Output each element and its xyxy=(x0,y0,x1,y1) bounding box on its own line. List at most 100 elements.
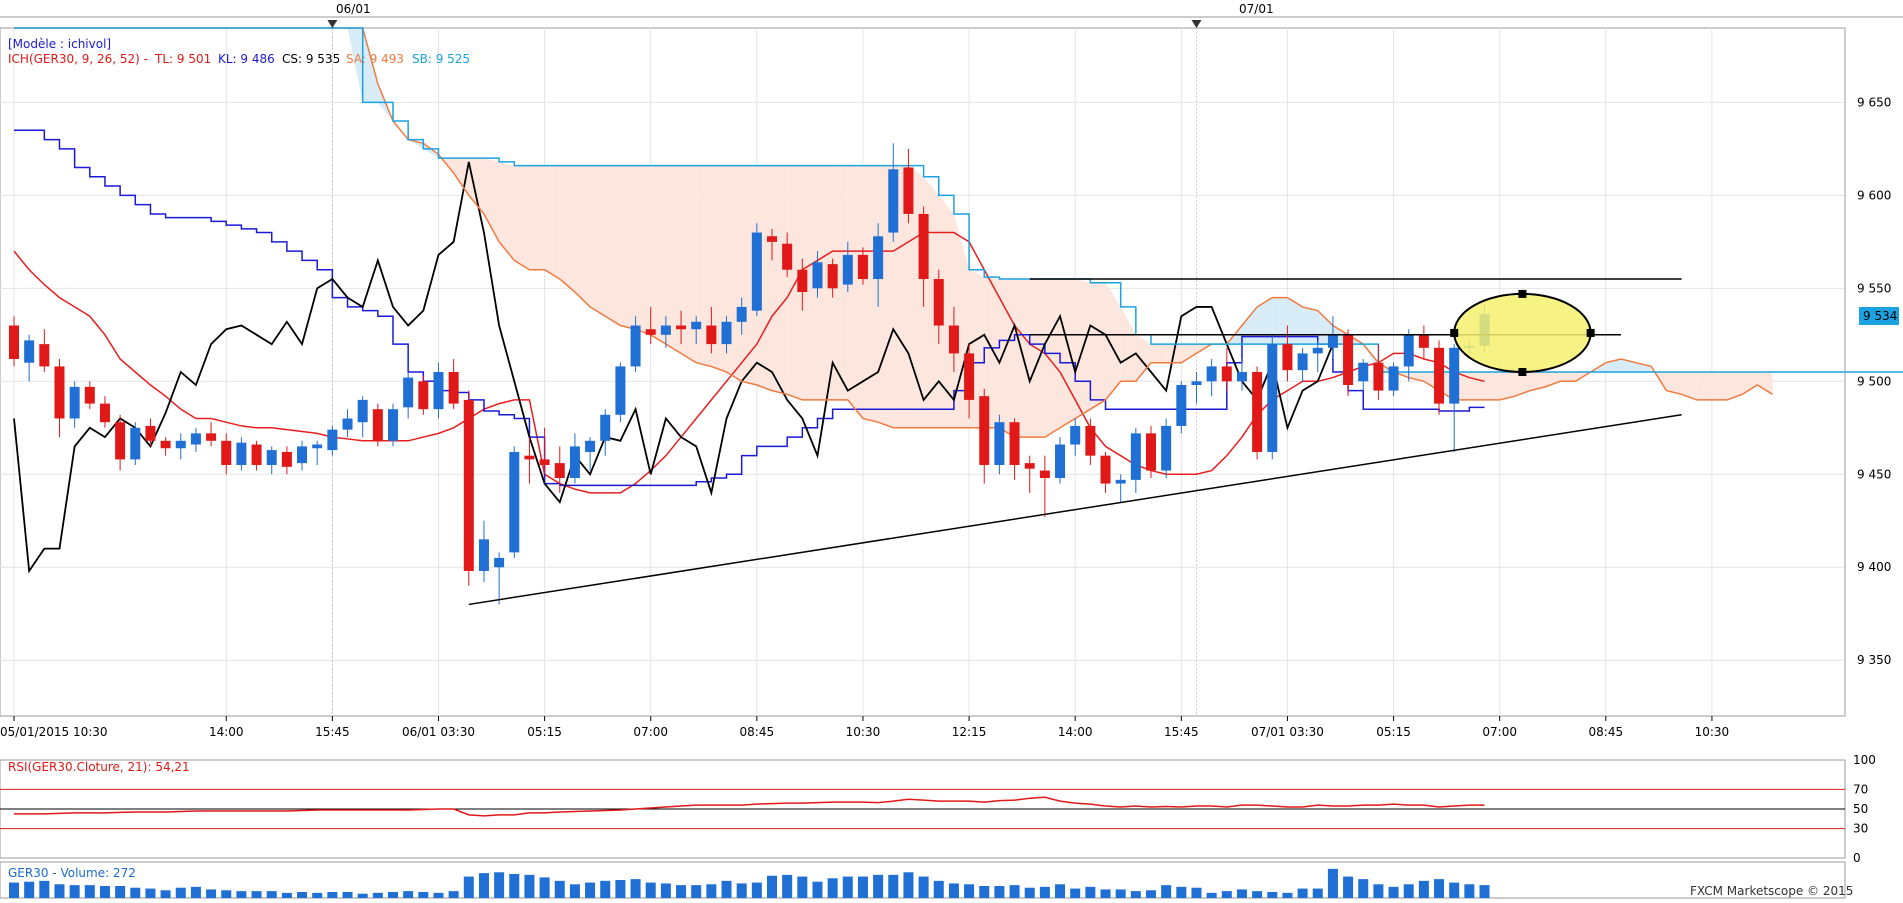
volume-bar xyxy=(190,886,201,898)
x-tick-label: 05/01/2015 10:30 xyxy=(0,725,108,739)
volume-bar xyxy=(615,880,626,898)
candle-bull xyxy=(130,422,141,465)
candle-bear xyxy=(918,206,929,307)
candle-body xyxy=(1100,455,1111,484)
cloud-segment xyxy=(1151,344,1167,363)
candle-body xyxy=(706,325,717,345)
candle-body xyxy=(1176,385,1187,426)
candle-body xyxy=(1403,334,1414,367)
candle-bear xyxy=(1221,347,1232,391)
candle-bear xyxy=(115,414,126,471)
cloud-segment xyxy=(499,161,515,261)
candle-bear xyxy=(9,316,19,367)
volume-bar xyxy=(676,885,687,898)
candle-body xyxy=(554,463,565,478)
x-tick-label: 10:30 xyxy=(846,725,881,739)
cloud-segment xyxy=(559,165,575,293)
cloud-segment xyxy=(1302,306,1318,345)
volume-bar xyxy=(888,874,899,898)
candle-bull xyxy=(342,409,353,438)
candle-body xyxy=(1418,334,1429,348)
candle-bull xyxy=(357,396,368,438)
candle-body xyxy=(24,340,35,363)
date-marker-triangle xyxy=(1191,20,1202,28)
volume-bar xyxy=(539,877,550,898)
candle-bull xyxy=(433,362,444,419)
candle-body xyxy=(539,459,550,465)
candle-bull xyxy=(888,143,899,242)
tenkan-line xyxy=(13,231,1485,494)
volume-bar xyxy=(1130,891,1141,898)
candle-bull xyxy=(1236,358,1247,391)
candle-bear xyxy=(964,344,975,419)
x-tick-label: 14:00 xyxy=(209,725,244,739)
candle-bear xyxy=(676,310,687,345)
cloud-segment xyxy=(620,165,636,330)
volume-bar xyxy=(1009,885,1020,898)
cloud-segment xyxy=(1029,279,1045,438)
volume-bar xyxy=(1358,879,1369,898)
volume-bar xyxy=(281,892,292,898)
candle-body xyxy=(1024,463,1035,469)
candle-body xyxy=(9,325,19,359)
candle-bear xyxy=(1024,455,1035,493)
candle-bear xyxy=(948,306,959,372)
candle-bull xyxy=(842,241,853,293)
candle-body xyxy=(585,440,596,452)
candle-body xyxy=(1070,425,1081,445)
volume-bar xyxy=(1206,892,1217,898)
sb-label: SB: 9 525 xyxy=(412,52,470,66)
volume-bar xyxy=(948,883,959,898)
volume-bar xyxy=(797,876,808,898)
cloud-segment xyxy=(1120,306,1136,382)
candle-bull xyxy=(1130,427,1141,493)
candle-bear xyxy=(539,427,550,475)
kl-label: KL: 9 486 xyxy=(218,52,275,66)
y-tick-label: 9 450 xyxy=(1857,467,1891,481)
volume-bar xyxy=(130,887,141,898)
candle-bear xyxy=(145,418,156,447)
candle-body xyxy=(1236,372,1247,382)
candle-body xyxy=(600,414,611,441)
cloud-segment xyxy=(408,139,424,149)
cloud-segment xyxy=(984,277,1000,428)
volume-bar xyxy=(39,880,50,898)
candle-bear xyxy=(933,269,944,345)
volume-bar xyxy=(918,876,929,898)
candle-bull xyxy=(751,223,762,317)
volume-bar xyxy=(1024,887,1035,898)
y-tick-label: 9 500 xyxy=(1857,374,1891,388)
candle-body xyxy=(206,433,217,441)
volume-bar xyxy=(1373,884,1384,898)
candle-bull xyxy=(1161,418,1172,478)
cloud-segment xyxy=(1044,279,1061,438)
volume-bar xyxy=(827,878,838,898)
tl-label: TL: 9 501 xyxy=(154,52,211,66)
cloud-segment xyxy=(1742,372,1758,395)
x-tick-label: 07:00 xyxy=(633,725,668,739)
candle-body xyxy=(1267,344,1278,452)
candle-bear xyxy=(767,228,777,261)
candle-bear xyxy=(706,306,717,354)
x-tick-label: 08:45 xyxy=(740,725,775,739)
cloud-segment xyxy=(529,165,545,270)
volume-bar xyxy=(1449,882,1460,898)
candle-bull xyxy=(509,446,520,558)
candle-body xyxy=(812,262,823,289)
candle-body xyxy=(99,403,110,423)
volume-bar xyxy=(1464,884,1475,898)
candle-body xyxy=(903,167,914,214)
volume-bar xyxy=(99,886,110,898)
cloud-segment xyxy=(590,165,606,317)
x-tick-label: 10:30 xyxy=(1695,725,1730,739)
rsi-tick-label: 50 xyxy=(1853,802,1868,816)
cloud-segment xyxy=(862,165,879,423)
volume-bar xyxy=(903,872,914,898)
candle-bear xyxy=(857,247,868,285)
volume-bar xyxy=(418,892,429,898)
candle-bear xyxy=(160,437,171,456)
volume-bar xyxy=(1297,888,1308,898)
cloud-segment xyxy=(1257,297,1273,345)
volume-bar xyxy=(342,892,353,898)
cloud-segment xyxy=(514,165,530,270)
